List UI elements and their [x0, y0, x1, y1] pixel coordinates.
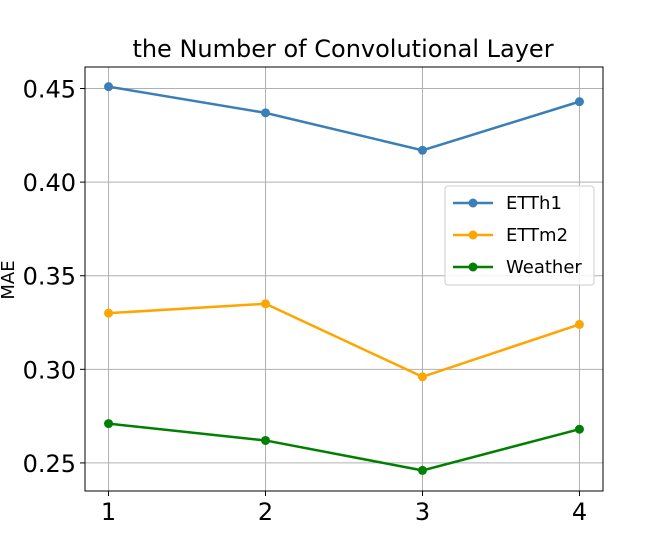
legend-marker-ettm2 [468, 230, 478, 240]
x-tick-label: 3 [415, 498, 430, 526]
data-point-ettm2 [417, 372, 427, 382]
y-axis: 0.25 0.30 0.35 0.40 0.45 [23, 76, 85, 478]
data-point-ettm2 [574, 319, 584, 329]
series-line-weather [108, 422, 580, 472]
y-tick-label: 0.25 [23, 450, 76, 478]
data-point-etth1 [574, 97, 584, 107]
x-tick-label: 1 [101, 498, 116, 526]
chart-title: the Number of Convolutional Layer [132, 35, 553, 63]
data-point-etth1 [417, 145, 427, 155]
legend-label-ettm2: ETTm2 [506, 225, 568, 246]
data-point-weather [261, 435, 271, 445]
data-point-weather [104, 419, 114, 429]
data-point-ettm2 [261, 299, 271, 309]
data-point-etth1 [104, 82, 114, 92]
y-tick-label: 0.35 [23, 263, 76, 291]
data-point-etth1 [261, 108, 271, 118]
y-tick-label: 0.45 [23, 76, 76, 104]
x-axis: 1 2 3 4 [101, 491, 587, 526]
data-point-ettm2 [104, 308, 114, 318]
plot-frame [84, 66, 604, 492]
series-line-etth1 [108, 85, 580, 152]
legend: ETTh1 ETTm2 Weather [444, 185, 595, 286]
x-tick-label: 4 [572, 498, 587, 526]
legend-box [444, 185, 595, 286]
y-tick-label: 0.30 [23, 356, 76, 384]
x-tick-label: 2 [258, 498, 273, 526]
data-point-weather [574, 424, 584, 434]
data-point-weather [417, 465, 427, 475]
legend-label-weather: Weather [506, 257, 582, 278]
series-line-ettm2 [108, 302, 580, 379]
legend-marker-weather [468, 262, 478, 272]
series-lines [104, 82, 584, 475]
y-tick-label: 0.40 [23, 169, 76, 197]
legend-label-etth1: ETTh1 [506, 193, 562, 214]
legend-marker-etth1 [468, 198, 478, 208]
y-axis-label: MAE [0, 260, 19, 299]
grid [85, 67, 603, 491]
